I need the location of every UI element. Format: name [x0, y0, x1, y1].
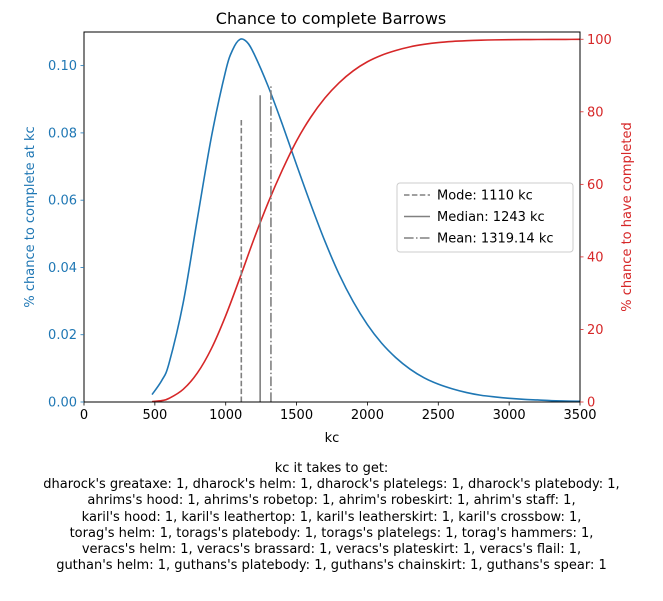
y-tick-label-right: 0 — [587, 396, 595, 411]
caption-line: veracs's helm: 1, veracs's brassard: 1, … — [81, 542, 582, 558]
legend-label: Mode: 1110 kc — [437, 189, 533, 204]
plot-frame — [83, 31, 581, 403]
caption: kc it takes to get: dharock's greataxe: … — [0, 461, 663, 574]
caption-line: dharock's greataxe: 1, dharock's helm: 1… — [43, 477, 620, 493]
caption-line: guthan's helm: 1, guthans's platebody: 1… — [56, 558, 607, 574]
y-tick-label-left: 0.00 — [48, 396, 77, 411]
marker-layer — [240, 85, 272, 402]
caption-line: torag's helm: 1, torags's platebody: 1, … — [69, 525, 594, 541]
x-axis-ticks: 0 500 1000 1500 2000 2500 3000 3500 — [80, 402, 597, 423]
y-tick-label-right: 100 — [587, 33, 612, 48]
x-tick-label: 1000 — [209, 408, 242, 423]
y-axis-label-right: % chance to have completed — [620, 122, 635, 312]
legend-label: Median: 1243 kc — [437, 210, 545, 225]
pdf-line — [151, 38, 581, 403]
y-axis-label-left: % chance to complete at kc — [23, 126, 38, 307]
caption-line: ahrims's hood: 1, ahrims's robetop: 1, a… — [87, 493, 576, 509]
cdf-line — [151, 38, 581, 403]
y-tick-label-left: 0.08 — [48, 126, 77, 141]
x-tick-label: 2500 — [422, 408, 455, 423]
x-tick-label: 500 — [142, 408, 167, 423]
legend: Mode: 1110 kc Median: 1243 kc Mean: 1319.1… — [396, 182, 574, 253]
y-tick-label-left: 0.02 — [48, 328, 77, 343]
legend-label: Mean: 1319.14 kc — [437, 232, 554, 247]
x-tick-label: 3000 — [493, 408, 526, 423]
y-tick-label-left: 0.04 — [48, 261, 77, 276]
y-tick-label-left: 0.10 — [48, 59, 77, 74]
caption-line: karil's hood: 1, karil's leathertop: 1, … — [81, 509, 582, 525]
series-layer — [151, 38, 581, 403]
y-tick-label-right: 80 — [587, 105, 604, 120]
left-axis-ticks: 0.00 0.02 0.04 0.06 0.08 0.10 — [48, 59, 84, 411]
x-tick-label: 0 — [80, 408, 88, 423]
x-axis-label: kc — [325, 431, 340, 446]
x-tick-label: 3500 — [563, 408, 596, 423]
caption-heading: kc it takes to get: — [274, 461, 389, 476]
x-tick-label: 1500 — [280, 408, 313, 423]
x-tick-label: 2000 — [351, 408, 384, 423]
y-tick-label-right: 60 — [587, 178, 604, 193]
right-axis-ticks: 0 20 40 60 80 100 — [580, 33, 612, 411]
chart-title: Chance to complete Barrows — [216, 9, 446, 28]
y-tick-label-right: 40 — [587, 250, 604, 265]
y-tick-label-right: 20 — [587, 323, 604, 338]
barrows-chart: Chance to complete Barrows 0 500 1000 1500 2… — [23, 9, 635, 446]
legend-box — [396, 182, 574, 253]
y-tick-label-left: 0.06 — [48, 194, 77, 209]
